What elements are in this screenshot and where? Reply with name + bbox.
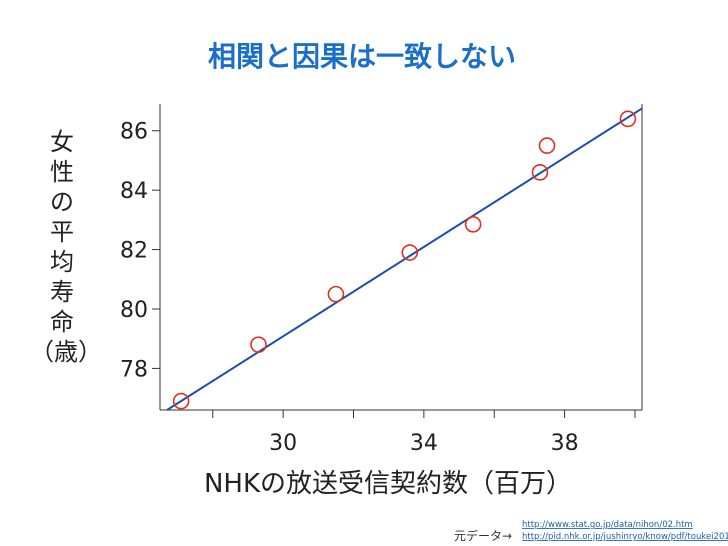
y-tick-label: 80 [120, 298, 148, 323]
data-point [250, 336, 267, 353]
source-url-1[interactable]: http://www.stat.go.jp/data/nihon/02.htm [522, 520, 693, 530]
y-tick-label: 82 [120, 239, 148, 264]
y-tick-label: 86 [120, 120, 148, 145]
y-label-char: 性 [50, 158, 74, 186]
x-axis-label: NHKの放送受信契約数（百万） [204, 469, 572, 499]
x-axis-ticks: 30 34 38 [212, 410, 636, 456]
y-label-char: の [50, 188, 74, 216]
data-point [619, 110, 637, 128]
x-tick-label: 34 [410, 431, 438, 456]
trend-line [166, 107, 643, 411]
y-label-char: 女 [50, 128, 74, 156]
data-point [401, 244, 419, 261]
data-point [327, 285, 345, 303]
source-url-2[interactable]: http://pid.nhk.or.jp/jushinryo/know/pdf/… [522, 532, 728, 542]
y-label-char: （歳） [30, 338, 102, 366]
data-point [531, 164, 549, 181]
y-label-char: 均 [50, 248, 74, 276]
y-tick-label: 78 [120, 357, 148, 382]
x-tick-label: 38 [551, 431, 579, 456]
x-tick-label: 30 [269, 431, 297, 456]
y-label-char: 命 [50, 308, 74, 336]
y-tick-label: 84 [120, 179, 148, 204]
source-label: 元データ→ [454, 528, 512, 543]
data-point [538, 137, 556, 154]
y-label-char: 寿 [50, 278, 74, 306]
y-label-char: 平 [50, 218, 74, 246]
chart-title: 相関と因果は一致しない [208, 40, 516, 73]
data-points [172, 110, 637, 410]
data-point [464, 216, 482, 233]
data-point [172, 392, 190, 410]
y-axis-ticks: 78 80 82 84 86 [120, 120, 160, 382]
